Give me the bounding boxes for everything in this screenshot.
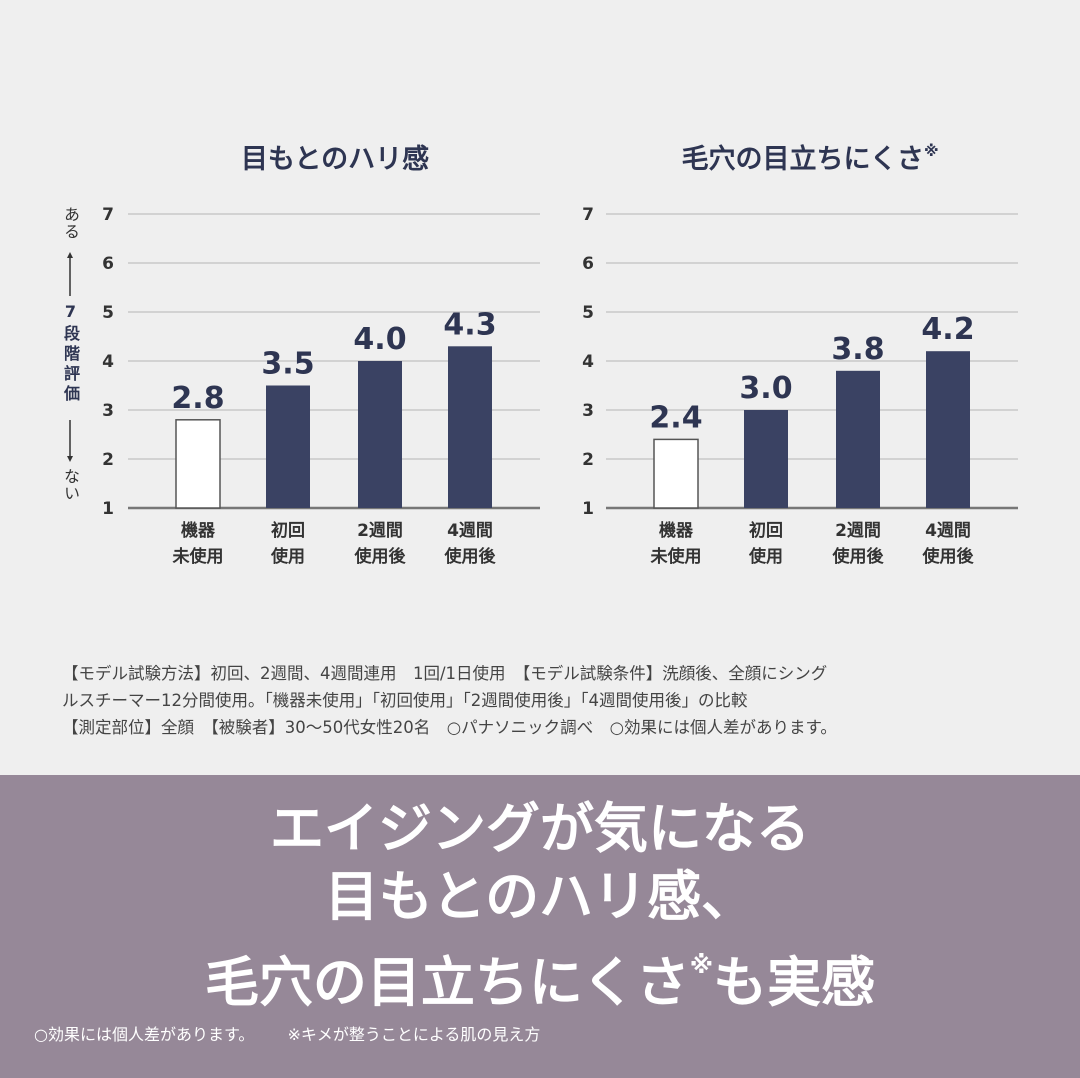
bar [266, 385, 310, 508]
y-tick-label: 7 [102, 205, 114, 225]
note-line: 【測定部位】全顔 【被験者】30〜50代女性20名 ○パナソニック調べ ○効果に… [62, 718, 837, 737]
arrow-up-icon [67, 252, 73, 258]
headline: エイジングが気になる 目もとのハリ感、 毛穴の目立ちにくさ※も実感 [0, 795, 1080, 1017]
bar [926, 351, 970, 508]
y-tick-label: 1 [102, 499, 114, 519]
headline-text: も実感 [713, 951, 876, 1014]
y-tick-label: 7 [582, 205, 594, 225]
bar [836, 370, 880, 508]
y-tick-label: 1 [582, 499, 594, 519]
data-label: 3.8 [831, 332, 884, 367]
headline-line: 目もとのハリ感、 [324, 865, 756, 928]
data-label: 4.2 [921, 312, 974, 347]
y-tick-label: 4 [102, 352, 114, 372]
y-axis-label: 7段階評価 [61, 302, 80, 405]
x-tick-label: 4週間 [447, 521, 493, 541]
arrow-down-icon [67, 456, 73, 462]
headline-banner: エイジングが気になる 目もとのハリ感、 毛穴の目立ちにくさ※も実感 ○効果には個… [0, 775, 1080, 1078]
bar [653, 438, 699, 509]
note-line: 【モデル試験方法】初回、2週間、4週間連用 1回/1日使用 【モデル試験条件】洗… [62, 664, 828, 683]
bar [448, 346, 492, 508]
y-tick-label: 2 [102, 450, 114, 470]
bar [175, 419, 221, 509]
y-tick-label: 3 [102, 401, 114, 421]
x-tick-label: 2週間 [835, 521, 881, 541]
chart-title: 目もとのハリ感 [241, 143, 429, 175]
x-tick-label: 機器 [181, 520, 216, 541]
x-tick-label: 未使用 [172, 546, 224, 567]
y-axis-label-bottom: ない [61, 468, 80, 502]
data-label: 2.4 [649, 400, 702, 435]
banner-footnotes: ○効果には個人差があります。 ※キメが整うことによる肌の見え方 [34, 1021, 568, 1045]
bar [358, 361, 402, 508]
y-tick-label: 5 [102, 303, 114, 323]
headline-text: 毛穴の目立ちにくさ [204, 951, 690, 1014]
x-tick-label: 使用後 [354, 546, 407, 567]
chart-title: 毛穴の目立ちにくさ※ [681, 142, 938, 175]
x-tick-label: 2週間 [357, 521, 403, 541]
data-label: 4.3 [443, 307, 496, 342]
x-tick-label: 初回 [271, 520, 305, 541]
data-label: 2.8 [171, 381, 224, 416]
x-tick-label: 4週間 [925, 521, 971, 541]
x-tick-label: 機器 [659, 520, 694, 541]
footnote: ○効果には個人差があります。 [34, 1025, 255, 1044]
note-line: ルスチーマー12分間使用。「機器未使用」「初回使用」「2週間使用後」「4週間使用… [62, 691, 748, 710]
x-tick-label: 使用後 [832, 546, 885, 567]
y-tick-label: 5 [582, 303, 594, 323]
footnote: ※キメが整うことによる肌の見え方 [287, 1025, 541, 1044]
data-label: 3.5 [261, 347, 314, 382]
footnote-mark: ※ [689, 951, 714, 979]
x-tick-label: 使用後 [444, 546, 497, 567]
x-tick-label: 使用 [270, 546, 305, 567]
x-tick-label: 初回 [749, 520, 783, 541]
y-tick-label: 6 [102, 254, 114, 274]
data-label: 3.0 [739, 371, 792, 406]
footnote-mark: ※ [924, 142, 939, 160]
y-tick-label: 3 [582, 401, 594, 421]
x-tick-label: 使用後 [922, 546, 975, 567]
bar [744, 410, 788, 508]
headline-line: 毛穴の目立ちにくさ※も実感 [0, 931, 1080, 1017]
headline-line: エイジングが気になる [270, 797, 810, 860]
x-tick-label: 未使用 [650, 546, 702, 567]
charts: 目もとのハリ感 1 2 3 4 5 6 7 2.8 機器未使用 3.5 初回使用 4.0 2週間使用後 4.… [67, 142, 1018, 567]
test-notes: 【モデル試験方法】初回、2週間、4週間連用 1回/1日使用 【モデル試験条件】洗… [62, 660, 1042, 741]
data-label: 4.0 [353, 322, 406, 357]
x-tick-label: 使用 [748, 546, 783, 567]
y-tick-label: 4 [582, 352, 594, 372]
y-axis-label-top: ある [61, 206, 80, 240]
y-tick-label: 2 [582, 450, 594, 470]
y-tick-label: 6 [582, 254, 594, 274]
